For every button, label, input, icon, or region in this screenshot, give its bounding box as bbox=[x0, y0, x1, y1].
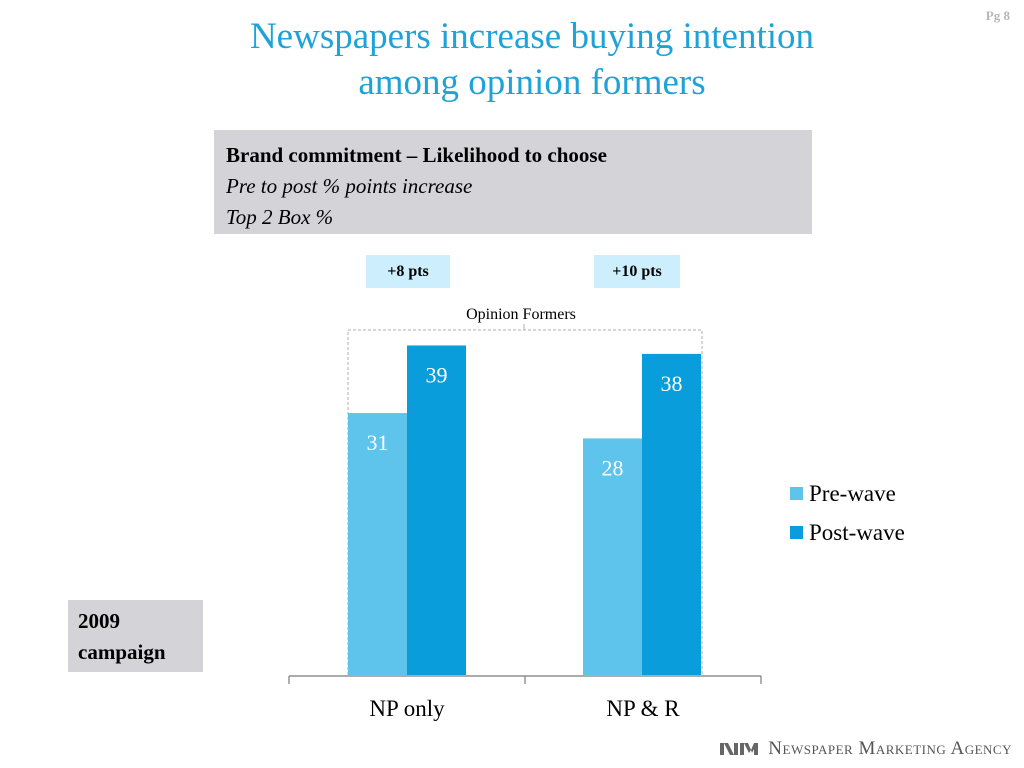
bar-post-wave-1 bbox=[407, 345, 466, 675]
slide-title-line1: Newspapers increase buying intention bbox=[249, 16, 815, 57]
x-tick-label-1: NP only bbox=[369, 696, 445, 721]
info-box-subtitle: Pre to post % points increase bbox=[226, 174, 473, 198]
legend-label-post-wave: Post-wave bbox=[809, 519, 905, 545]
data-label-post-wave-2: 38 bbox=[661, 371, 683, 396]
legend-swatch-post-wave bbox=[790, 526, 803, 539]
legend-item-pre-wave: Pre-wave bbox=[790, 474, 905, 513]
data-label-pre-wave-2: 28 bbox=[602, 455, 624, 480]
footer-agency-name: Newspaper Marketing Agency bbox=[768, 738, 1012, 759]
nma-logo-icon bbox=[720, 743, 759, 755]
legend-swatch-pre-wave bbox=[790, 487, 803, 500]
bar-pre-wave-2 bbox=[583, 438, 642, 675]
group-label: Opinion Formers bbox=[466, 306, 576, 323]
data-label-pre-wave-1: 31 bbox=[367, 430, 389, 455]
info-box-heading: Brand commitment – Likelihood to choose bbox=[226, 143, 607, 167]
increase-badge-np-r: +10 pts bbox=[594, 255, 680, 288]
info-box-metric: Top 2 Box % bbox=[226, 205, 334, 229]
bar-post-wave-2 bbox=[642, 353, 701, 675]
bar-pre-wave-1 bbox=[348, 413, 407, 675]
increase-badge-np-only: +8 pts bbox=[366, 255, 450, 288]
campaign-label: 2009 campaign bbox=[68, 600, 203, 672]
info-box: Brand commitment – Likelihood to choose … bbox=[214, 130, 812, 234]
chart-legend: Pre-wave Post-wave bbox=[790, 474, 905, 552]
footer-logo: Newspaper Marketing Agency bbox=[720, 738, 1012, 760]
legend-item-post-wave: Post-wave bbox=[790, 513, 905, 552]
slide-title: Newspapers increase buying intention amo… bbox=[130, 14, 934, 106]
slide-title-line2: among opinion formers bbox=[358, 62, 706, 103]
legend-label-pre-wave: Pre-wave bbox=[809, 480, 896, 506]
x-tick-label-2: NP & R bbox=[606, 696, 680, 721]
data-label-post-wave-1: 39 bbox=[426, 362, 448, 387]
page-number: Pg 8 bbox=[985, 8, 1010, 23]
